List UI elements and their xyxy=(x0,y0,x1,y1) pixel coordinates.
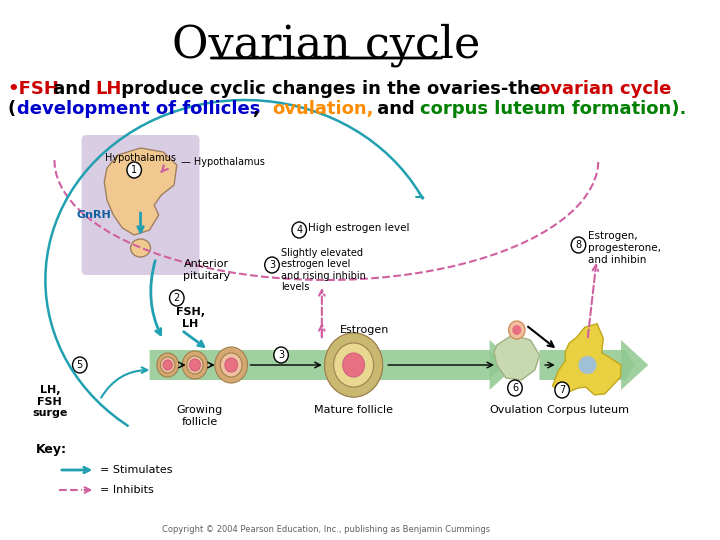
Text: 3: 3 xyxy=(278,350,284,360)
Circle shape xyxy=(186,356,203,374)
Text: LH,
FSH
surge: LH, FSH surge xyxy=(32,385,68,418)
Text: FSH,
LH: FSH, LH xyxy=(176,307,205,329)
Text: ovulation,: ovulation, xyxy=(272,100,374,118)
Text: Corpus luteum: Corpus luteum xyxy=(546,405,629,415)
Circle shape xyxy=(169,290,184,306)
Circle shape xyxy=(343,353,364,377)
Text: 6: 6 xyxy=(512,383,518,393)
Ellipse shape xyxy=(130,239,150,257)
Polygon shape xyxy=(539,350,634,380)
Text: 2: 2 xyxy=(174,293,180,303)
Text: 8: 8 xyxy=(575,240,582,250)
Circle shape xyxy=(292,222,307,238)
Circle shape xyxy=(127,162,141,178)
Text: ovarian cycle: ovarian cycle xyxy=(538,80,671,98)
Text: and: and xyxy=(47,80,96,98)
Text: Slightly elevated
estrogen level
and rising inhibin
levels: Slightly elevated estrogen level and ris… xyxy=(281,248,366,292)
Text: development of follicles: development of follicles xyxy=(17,100,261,118)
Text: Ovarian cycle: Ovarian cycle xyxy=(172,23,480,67)
Circle shape xyxy=(73,357,87,373)
Text: Growing
follicle: Growing follicle xyxy=(176,405,222,427)
Text: Estrogen: Estrogen xyxy=(340,325,390,335)
Text: 4: 4 xyxy=(296,225,302,235)
Text: Copyright © 2004 Pearson Education, Inc., publishing as Benjamin Cummings: Copyright © 2004 Pearson Education, Inc.… xyxy=(162,525,490,535)
Circle shape xyxy=(333,343,374,387)
Polygon shape xyxy=(552,323,621,395)
Circle shape xyxy=(182,351,207,379)
Text: 7: 7 xyxy=(559,385,565,395)
Text: Hypothalamus: Hypothalamus xyxy=(105,153,176,163)
Circle shape xyxy=(333,343,374,387)
Circle shape xyxy=(274,347,288,363)
Circle shape xyxy=(163,360,172,370)
Polygon shape xyxy=(621,340,648,390)
Circle shape xyxy=(157,353,179,377)
Text: Mature follicle: Mature follicle xyxy=(314,405,393,415)
Text: Ovulation: Ovulation xyxy=(490,405,544,415)
Text: 3: 3 xyxy=(269,260,275,270)
Polygon shape xyxy=(490,340,517,390)
Polygon shape xyxy=(150,350,503,380)
Circle shape xyxy=(343,353,364,377)
Polygon shape xyxy=(494,335,539,380)
Text: 1: 1 xyxy=(131,165,138,175)
Circle shape xyxy=(325,333,382,397)
Circle shape xyxy=(189,359,200,371)
Text: 5: 5 xyxy=(76,360,83,370)
Text: ,: , xyxy=(253,100,266,118)
Circle shape xyxy=(265,257,279,273)
Text: LH: LH xyxy=(96,80,122,98)
Text: •FSH: •FSH xyxy=(7,80,59,98)
Text: Key:: Key: xyxy=(36,443,67,456)
Text: (: ( xyxy=(7,100,16,118)
Circle shape xyxy=(325,333,382,397)
Text: Anterior
pituitary: Anterior pituitary xyxy=(183,259,230,281)
Text: GnRH: GnRH xyxy=(76,210,111,220)
Text: = Stimulates: = Stimulates xyxy=(100,465,172,475)
Circle shape xyxy=(161,357,175,373)
Circle shape xyxy=(555,382,570,398)
Text: and: and xyxy=(371,100,420,118)
Circle shape xyxy=(215,347,248,383)
Text: = Inhibits: = Inhibits xyxy=(100,485,153,495)
Text: produce cyclic changes in the ovaries-the: produce cyclic changes in the ovaries-th… xyxy=(115,80,549,98)
Circle shape xyxy=(571,237,585,253)
Polygon shape xyxy=(104,148,177,235)
Circle shape xyxy=(508,321,525,339)
Text: corpus luteum formation).: corpus luteum formation). xyxy=(420,100,686,118)
Text: High estrogen level: High estrogen level xyxy=(308,223,410,233)
Circle shape xyxy=(220,353,242,377)
Circle shape xyxy=(225,358,238,372)
FancyBboxPatch shape xyxy=(81,135,199,275)
Circle shape xyxy=(508,380,522,396)
Circle shape xyxy=(512,325,521,335)
Text: Estrogen,
progesterone,
and inhibin: Estrogen, progesterone, and inhibin xyxy=(588,232,660,265)
Ellipse shape xyxy=(578,356,597,374)
Ellipse shape xyxy=(336,350,371,380)
Text: — Hypothalamus: — Hypothalamus xyxy=(181,157,265,167)
